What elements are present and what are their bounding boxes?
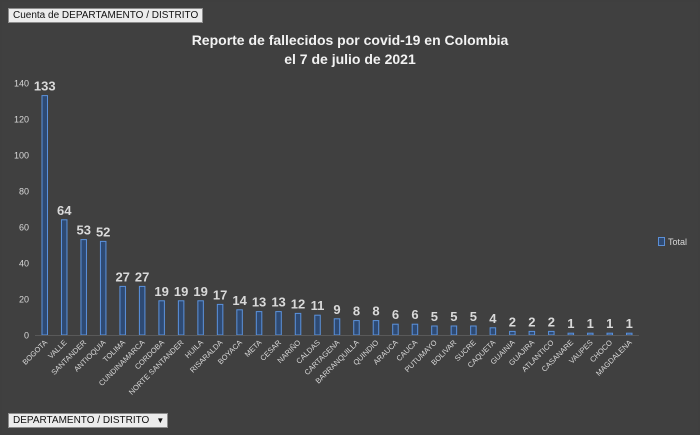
data-label: 9	[333, 302, 340, 317]
y-axis: 0 20 40 60 80 100 120 140	[14, 79, 29, 341]
chart-title-line-2: el 7 de julio de 2021	[284, 51, 416, 67]
bar[interactable]	[99, 240, 107, 336]
data-label: 1	[587, 316, 594, 331]
bar[interactable]	[392, 323, 399, 336]
bar[interactable]	[470, 325, 477, 336]
legend: Total	[658, 237, 687, 247]
bar[interactable]	[372, 320, 380, 336]
data-label: 11	[311, 298, 325, 313]
data-label: 6	[392, 307, 399, 322]
bar[interactable]	[216, 303, 224, 336]
data-label: 53	[76, 223, 90, 238]
data-label: 5	[431, 309, 438, 324]
bar[interactable]	[528, 330, 536, 336]
bar[interactable]	[158, 300, 165, 336]
legend-swatch	[658, 237, 665, 246]
bar[interactable]	[411, 323, 419, 336]
data-label: 13	[271, 295, 285, 310]
value-field-button[interactable]: Cuenta de DEPARTAMENTO / DISTRITO	[8, 8, 204, 23]
y-tick-label: 40	[19, 259, 29, 269]
data-label: 27	[115, 269, 129, 284]
bar[interactable]	[60, 219, 68, 336]
bar[interactable]	[197, 300, 204, 336]
data-label: 1	[567, 316, 574, 331]
dropdown-arrow-icon[interactable]: ▼	[156, 416, 165, 425]
y-tick-label: 60	[19, 223, 29, 233]
bar[interactable]	[606, 332, 614, 336]
bar[interactable]	[509, 330, 516, 336]
bar[interactable]	[450, 325, 458, 336]
bar[interactable]	[431, 325, 438, 336]
bar[interactable]	[177, 300, 185, 336]
data-label: 2	[528, 314, 535, 329]
legend-label: Total	[668, 237, 688, 247]
bar[interactable]	[41, 95, 48, 336]
data-label: 5	[470, 309, 477, 324]
bar[interactable]	[236, 309, 243, 336]
bar[interactable]	[333, 318, 341, 336]
bar[interactable]	[138, 285, 146, 336]
y-tick-label: 0	[24, 331, 29, 341]
data-label: 19	[174, 284, 188, 299]
data-label: 6	[411, 307, 418, 322]
chart-title: Reporte de fallecidos por covid-19 en Co…	[150, 31, 550, 69]
bar[interactable]	[353, 320, 360, 336]
y-tick-label: 100	[14, 151, 29, 161]
bar[interactable]	[119, 285, 126, 336]
data-label: 13	[252, 295, 266, 310]
bar[interactable]	[489, 327, 497, 336]
data-label: 2	[548, 314, 555, 329]
bar[interactable]	[255, 311, 263, 336]
data-label: 8	[353, 304, 360, 319]
bar[interactable]	[294, 312, 302, 336]
bar[interactable]	[548, 330, 555, 336]
data-label: 4	[489, 311, 497, 326]
bar[interactable]	[587, 332, 594, 336]
y-tick-label: 140	[14, 79, 29, 89]
data-label: 17	[213, 287, 227, 302]
y-tick-label: 120	[14, 115, 29, 125]
axis-field-label: DEPARTAMENTO / DISTRITO	[13, 415, 150, 426]
bars	[41, 95, 633, 336]
data-label: 12	[291, 296, 305, 311]
chart-title-line-1: Reporte de fallecidos por covid-19 en Co…	[191, 32, 509, 48]
x-tick-label: BOGOTA	[20, 338, 49, 367]
y-tick-label: 20	[19, 295, 29, 305]
bar[interactable]	[567, 332, 575, 336]
data-label: 5	[450, 309, 457, 324]
bar[interactable]	[80, 239, 87, 336]
axis-field-button[interactable]: DEPARTAMENTO / DISTRITO ▼	[8, 413, 169, 428]
data-label: 1	[606, 316, 613, 331]
data-label: 133	[34, 79, 56, 94]
data-label: 14	[232, 293, 247, 308]
bar[interactable]	[275, 311, 282, 336]
x-axis: BOGOTAVALLESANTANDERANTIOQUIATOLIMACUNDI…	[20, 335, 639, 397]
bar[interactable]	[626, 332, 633, 336]
data-label: 8	[372, 304, 379, 319]
data-label: 19	[193, 284, 207, 299]
data-label: 27	[135, 269, 149, 284]
data-label: 64	[57, 203, 72, 218]
bar[interactable]	[314, 314, 321, 336]
data-label: 52	[96, 224, 110, 239]
data-label: 1	[626, 316, 633, 331]
data-label: 19	[154, 284, 168, 299]
data-label: 2	[509, 314, 516, 329]
y-tick-label: 80	[19, 187, 29, 197]
